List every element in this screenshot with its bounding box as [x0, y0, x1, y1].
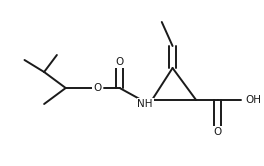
Text: O: O — [115, 57, 124, 67]
Text: NH: NH — [137, 99, 153, 109]
Text: O: O — [214, 127, 222, 137]
Text: OH: OH — [245, 95, 261, 105]
Text: O: O — [93, 83, 101, 93]
